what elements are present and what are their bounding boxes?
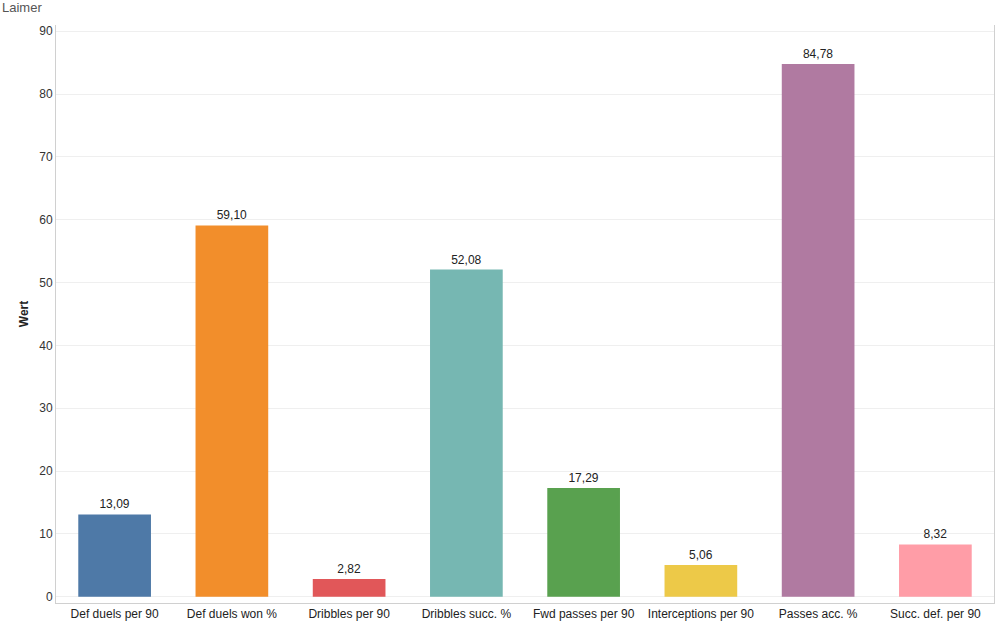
svg-text:5,06: 5,06 (689, 548, 713, 562)
svg-text:Def duels per 90: Def duels per 90 (71, 607, 159, 621)
svg-text:59,10: 59,10 (217, 208, 247, 222)
svg-text:40: 40 (39, 339, 53, 353)
svg-text:Dribbles per 90: Dribbles per 90 (308, 607, 390, 621)
svg-text:70: 70 (39, 150, 53, 164)
svg-text:Succ. def. per 90: Succ. def. per 90 (890, 607, 981, 621)
svg-text:60: 60 (39, 213, 53, 227)
svg-text:Passes acc. %: Passes acc. % (779, 607, 858, 621)
svg-text:Fwd passes per 90: Fwd passes per 90 (533, 607, 635, 621)
svg-text:10: 10 (39, 527, 53, 541)
svg-text:8,32: 8,32 (924, 527, 948, 541)
svg-text:80: 80 (39, 87, 53, 101)
svg-text:Laimer: Laimer (2, 0, 42, 15)
svg-text:Interceptions per 90: Interceptions per 90 (648, 607, 754, 621)
svg-text:52,08: 52,08 (451, 253, 481, 267)
svg-text:20: 20 (39, 464, 53, 478)
svg-text:2,82: 2,82 (337, 562, 361, 576)
svg-text:Def duels won %: Def duels won % (187, 607, 277, 621)
svg-text:Dribbles succ. %: Dribbles succ. % (422, 607, 512, 621)
svg-text:84,78: 84,78 (803, 47, 833, 61)
svg-text:90: 90 (39, 24, 53, 38)
svg-text:30: 30 (39, 401, 53, 415)
svg-text:0: 0 (46, 590, 53, 604)
svg-text:17,29: 17,29 (568, 471, 598, 485)
svg-text:13,09: 13,09 (99, 497, 129, 511)
svg-text:50: 50 (39, 276, 53, 290)
svg-text:Wert: Wert (17, 301, 31, 327)
